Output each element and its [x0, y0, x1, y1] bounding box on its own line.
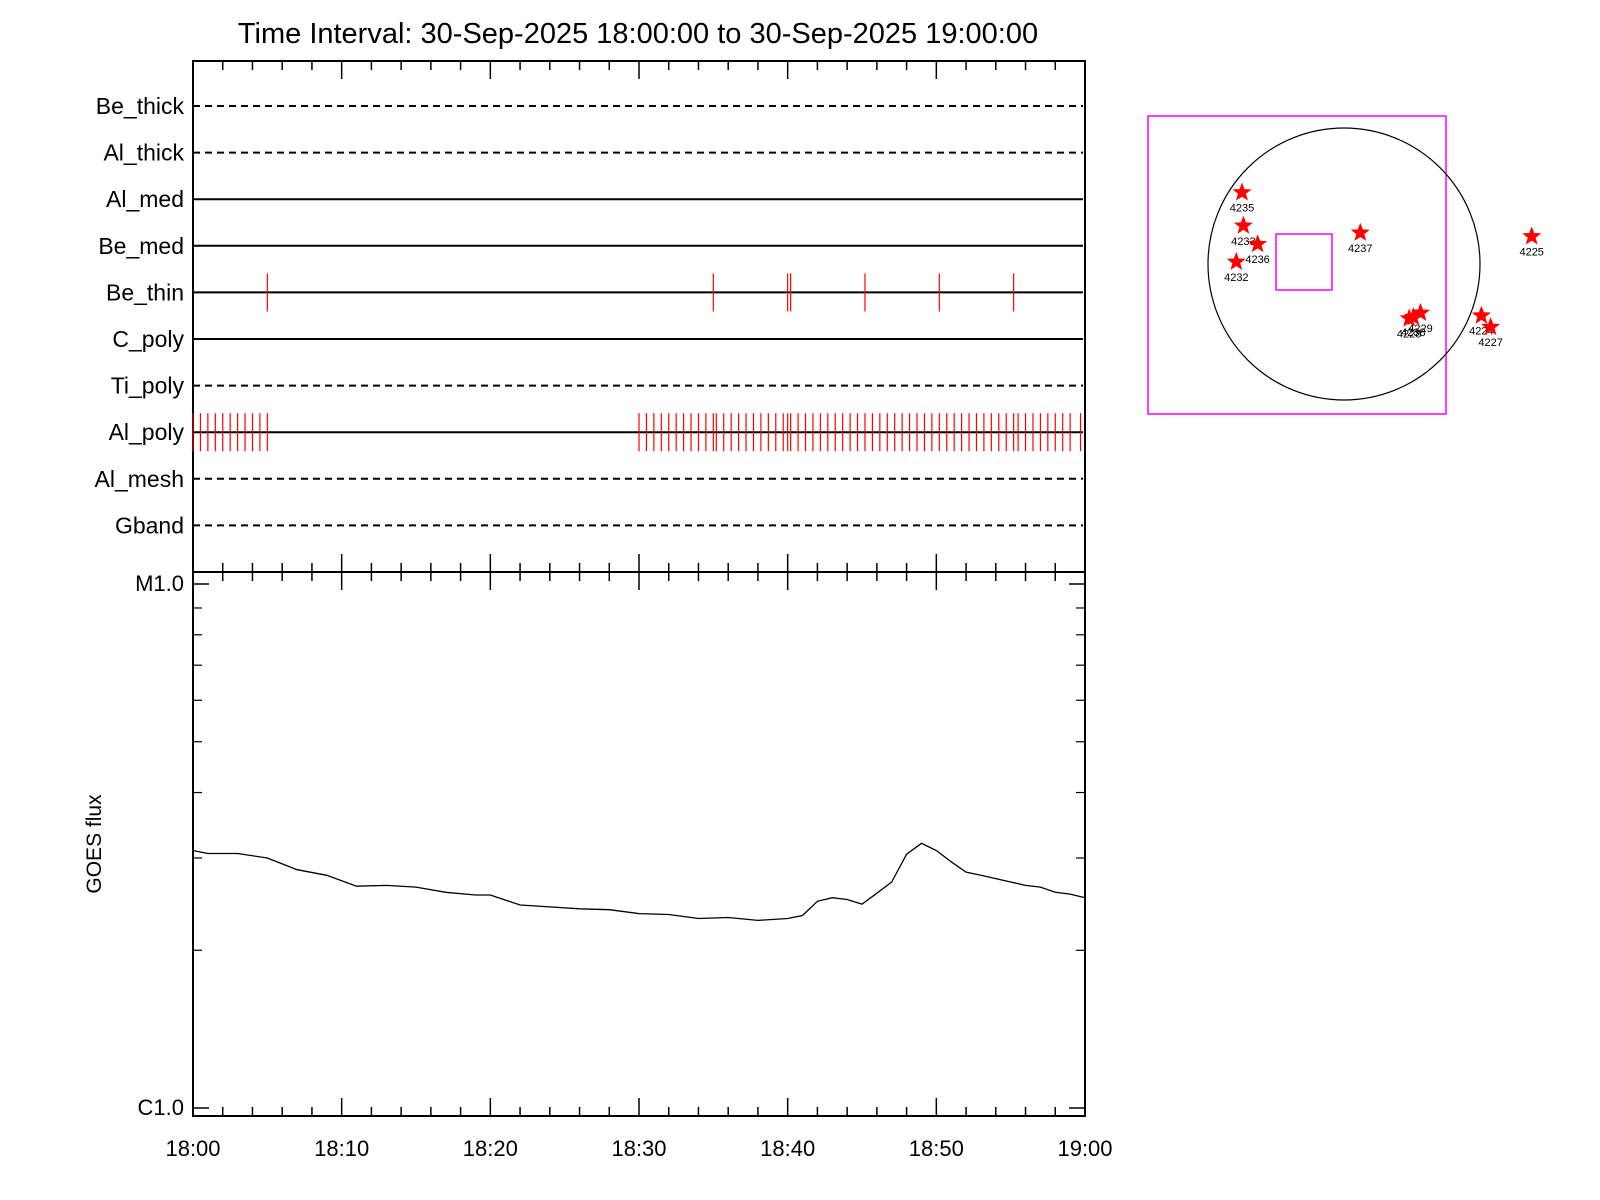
region-marker-4229 — [1411, 302, 1430, 321]
region-label-4237: 4237 — [1348, 243, 1372, 255]
region-label-4227: 4227 — [1478, 337, 1502, 349]
attenuator-panel-frame — [192, 60, 1086, 573]
x-tick-label-0: 18:00 — [165, 1136, 220, 1161]
attenuator-row-label-Gband: Gband — [115, 512, 184, 538]
region-label-4232: 4232 — [1224, 272, 1248, 284]
region-label-4236: 4236 — [1245, 254, 1269, 266]
region-marker-4227 — [1481, 317, 1501, 336]
attenuator-rows: Be_thick Al_thick Al_med Be_med Be_thin C_pol… — [95, 93, 1083, 538]
region-marker-4232 — [1226, 251, 1246, 270]
pointing-box — [1275, 233, 1333, 291]
attenuator-row-label-Al_med: Al_med — [106, 186, 184, 212]
y-tick-label-c1: C1.0 — [138, 1095, 184, 1120]
attenuator-row-label-Be_thick: Be_thick — [96, 93, 185, 119]
attenuator-events — [192, 273, 1082, 452]
region-marker-4225 — [1522, 226, 1542, 245]
y-tick-label-m1: M1.0 — [135, 571, 184, 596]
region-marker-4233 — [1233, 215, 1253, 234]
region-label-4225: 4225 — [1519, 246, 1543, 258]
region-marker-4237 — [1350, 222, 1370, 241]
attenuator-row-label-Al_thick: Al_thick — [103, 140, 184, 166]
attenuator-row-label-Al_poly: Al_poly — [109, 419, 185, 445]
region-marker-4236 — [1248, 234, 1268, 253]
y-axis-label: GOES flux — [83, 794, 106, 894]
region-label-4233: 4233 — [1231, 236, 1255, 248]
attenuator-panel: Be_thick Al_thick Al_med Be_med Be_thin C_pol… — [95, 60, 1086, 573]
region-marker-4235 — [1232, 182, 1252, 201]
x-tick-label-4: 18:40 — [760, 1136, 815, 1161]
region-label-4238: 4238 — [1401, 327, 1425, 339]
solar-disk — [1207, 127, 1481, 401]
field-of-view-box — [1147, 115, 1447, 415]
region-marker-4224 — [1471, 305, 1491, 324]
attenuator-ticks — [192, 61, 1086, 572]
chart-title: Time Interval: 30-Sep-2025 18:00:00 to 3… — [238, 18, 1038, 50]
goes-panel-frame — [192, 571, 1086, 1117]
attenuator-row-label-C_poly: C_poly — [112, 326, 184, 352]
x-tick-label-5: 18:50 — [909, 1136, 964, 1161]
x-tick-label-1: 18:10 — [314, 1136, 369, 1161]
x-tick-label-2: 18:20 — [463, 1136, 518, 1161]
goes-panel: M1.0 C1.0 GOES flux 18:00 18:10 18:20 18:30… — [83, 571, 1113, 1161]
x-tick-label-3: 18:30 — [611, 1136, 666, 1161]
attenuator-row-label-Be_med: Be_med — [98, 233, 184, 259]
attenuator-row-label-Be_thin: Be_thin — [106, 279, 184, 305]
attenuator-row-label-Ti_poly: Ti_poly — [111, 373, 185, 399]
goes-ticks — [192, 572, 1086, 1116]
goes-flux-series-line — [192, 842, 1086, 922]
region-label-4228: 4228 — [1397, 329, 1421, 341]
x-tick-labels: 18:00 18:10 18:20 18:30 18:40 18:50 19:00 — [165, 1136, 1112, 1161]
region-marker-4228 — [1399, 308, 1419, 327]
x-tick-label-6: 19:00 — [1057, 1136, 1112, 1161]
attenuator-row-label-Al_mesh: Al_mesh — [95, 466, 184, 492]
region-label-4235: 4235 — [1230, 202, 1254, 214]
